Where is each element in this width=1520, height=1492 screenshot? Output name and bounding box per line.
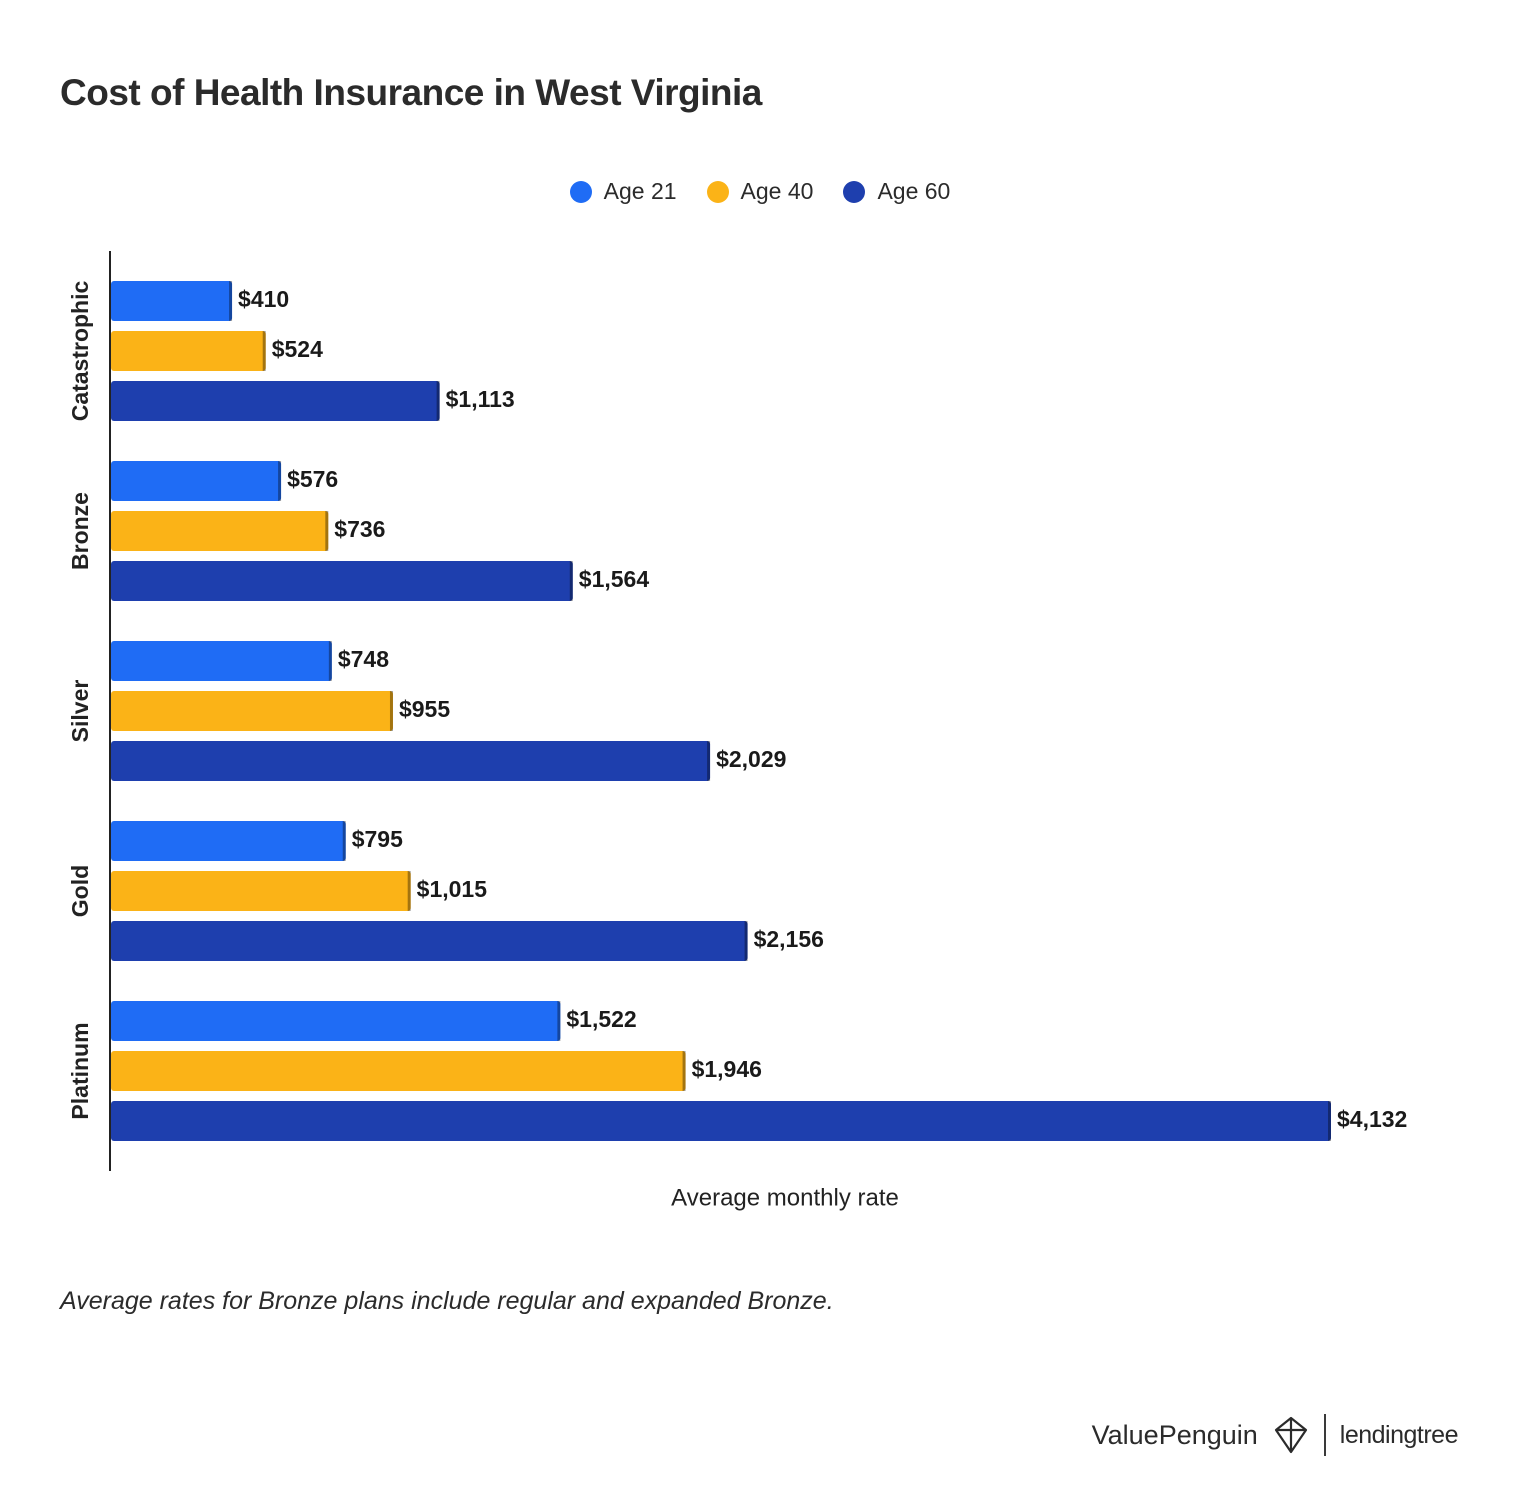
bar-gold-age-60 bbox=[111, 921, 748, 961]
bar-edge-platinum-age-60 bbox=[1328, 1101, 1331, 1141]
valuepenguin-logo: ValuePenguin bbox=[1091, 1419, 1258, 1450]
bar-catastrophic-age-60 bbox=[111, 381, 440, 421]
category-label-catastrophic: Catastrophic bbox=[67, 281, 93, 422]
bar-edge-silver-age-40 bbox=[389, 691, 393, 731]
data-label-bronze-age-40: $736 bbox=[334, 516, 385, 542]
category-label-platinum: Platinum bbox=[67, 1022, 93, 1119]
legend-label-age-60: Age 60 bbox=[877, 178, 951, 204]
legend-label-age-40: Age 40 bbox=[740, 178, 814, 204]
legend: Age 21 Age 40 Age 60 bbox=[0, 178, 1520, 205]
brand-logos: ValuePenguin lendingtree bbox=[1091, 1412, 1459, 1458]
legend-swatch-age-21 bbox=[569, 180, 592, 203]
bar-edge-gold-age-40 bbox=[407, 871, 411, 911]
bar-silver-age-21 bbox=[111, 641, 332, 681]
bar-catastrophic-age-40 bbox=[111, 331, 266, 371]
data-label-platinum-age-60: $4,132 bbox=[1337, 1106, 1407, 1132]
legend-item-age-40: Age 40 bbox=[706, 178, 814, 205]
category-label-bronze: Bronze bbox=[67, 492, 93, 570]
bar-edge-gold-age-60 bbox=[744, 921, 748, 961]
legend-item-age-21: Age 21 bbox=[569, 178, 677, 205]
bar-bronze-age-60 bbox=[111, 561, 573, 601]
bar-edge-silver-age-21 bbox=[328, 641, 332, 681]
bar-platinum-age-60 bbox=[111, 1101, 1331, 1141]
data-label-bronze-age-21: $576 bbox=[287, 466, 338, 492]
data-label-silver-age-21: $748 bbox=[338, 646, 389, 672]
bar-edge-catastrophic-age-60 bbox=[436, 381, 440, 421]
bar-edge-catastrophic-age-21 bbox=[229, 281, 233, 321]
bar-gold-age-40 bbox=[111, 871, 411, 911]
legend-swatch-age-40 bbox=[706, 180, 729, 203]
bar-silver-age-60 bbox=[111, 741, 711, 781]
data-label-bronze-age-60: $1,564 bbox=[579, 566, 650, 592]
legend-item-age-60: Age 60 bbox=[843, 178, 950, 205]
data-label-catastrophic-age-40: $524 bbox=[272, 336, 323, 362]
bar-platinum-age-21 bbox=[111, 1001, 561, 1041]
data-label-gold-age-21: $795 bbox=[352, 826, 403, 852]
data-label-gold-age-60: $2,156 bbox=[754, 926, 824, 952]
category-label-silver: Silver bbox=[67, 680, 93, 743]
bar-edge-silver-age-60 bbox=[707, 741, 711, 781]
data-label-catastrophic-age-21: $410 bbox=[238, 286, 289, 312]
legend-label-age-21: Age 21 bbox=[603, 178, 677, 204]
bar-edge-platinum-age-40 bbox=[682, 1051, 686, 1091]
bar-chart: Catastrophic $410 $524 $1,113 Bronze $576 $736… bbox=[67, 251, 1407, 1211]
bar-catastrophic-age-21 bbox=[111, 281, 233, 321]
bar-silver-age-40 bbox=[111, 691, 393, 731]
data-label-platinum-age-21: $1,522 bbox=[566, 1006, 636, 1032]
bar-edge-bronze-age-21 bbox=[278, 461, 282, 501]
lendingtree-logo: lendingtree bbox=[1339, 1420, 1459, 1449]
x-axis-title: Average monthly rate bbox=[671, 1184, 899, 1211]
chart-title: Cost of Health Insurance in West Virgini… bbox=[60, 72, 762, 113]
bar-edge-catastrophic-age-40 bbox=[262, 331, 266, 371]
brand-divider bbox=[1323, 1414, 1326, 1456]
bar-edge-bronze-age-60 bbox=[569, 561, 573, 601]
bar-bronze-age-40 bbox=[111, 511, 329, 551]
bar-edge-platinum-age-21 bbox=[557, 1001, 561, 1041]
category-label-gold: Gold bbox=[67, 865, 93, 917]
bar-platinum-age-40 bbox=[111, 1051, 686, 1091]
valuepenguin-icon bbox=[1274, 1416, 1307, 1454]
data-label-silver-age-40: $955 bbox=[399, 696, 450, 722]
legend-swatch-age-60 bbox=[843, 180, 866, 203]
data-label-platinum-age-40: $1,946 bbox=[692, 1056, 762, 1082]
bar-edge-bronze-age-40 bbox=[325, 511, 329, 551]
bar-bronze-age-21 bbox=[111, 461, 282, 501]
data-label-gold-age-40: $1,015 bbox=[417, 876, 488, 902]
bar-gold-age-21 bbox=[111, 821, 346, 861]
data-label-silver-age-60: $2,029 bbox=[716, 746, 786, 772]
footnote: Average rates for Bronze plans include r… bbox=[60, 1287, 834, 1315]
bar-edge-gold-age-21 bbox=[342, 821, 346, 861]
data-label-catastrophic-age-60: $1,113 bbox=[446, 386, 515, 412]
